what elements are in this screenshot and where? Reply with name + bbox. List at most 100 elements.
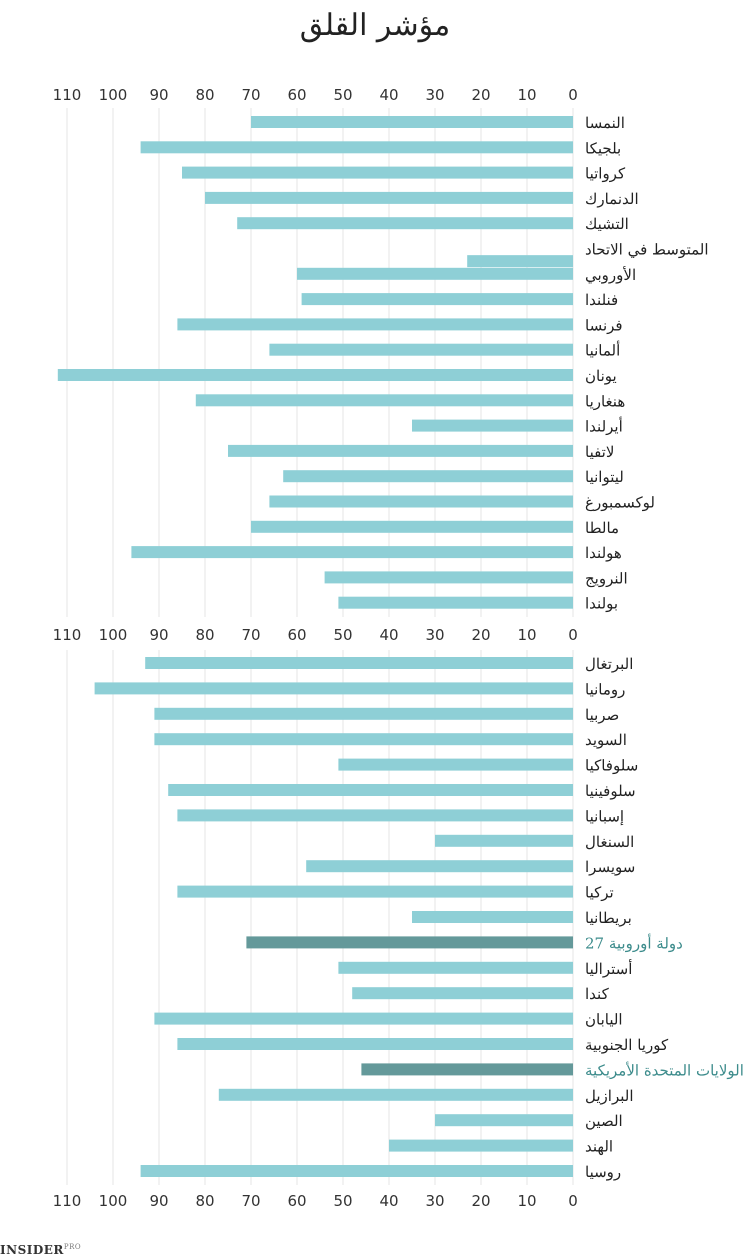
category-label: ليتوانيا bbox=[585, 468, 624, 486]
x-tick-label: 60 bbox=[287, 626, 306, 644]
category-label: السنغال bbox=[585, 833, 634, 851]
bar bbox=[338, 596, 573, 609]
bar bbox=[306, 860, 573, 873]
category-label: إسبانيا bbox=[585, 807, 624, 825]
category-label: سويسرا bbox=[585, 858, 635, 876]
category-label: كرواتيا bbox=[585, 165, 626, 183]
x-tick-label: 50 bbox=[333, 626, 352, 644]
category-label: الهند bbox=[585, 1138, 613, 1156]
category-label: تركيا bbox=[585, 884, 614, 902]
x-tick-label: 90 bbox=[149, 86, 168, 104]
category-label: لوكسمبورغ bbox=[585, 494, 655, 512]
x-tick-label: 100 bbox=[99, 86, 128, 104]
x-tick-label: 30 bbox=[425, 1192, 444, 1210]
bar bbox=[389, 1139, 573, 1152]
x-tick-label: 10 bbox=[517, 626, 536, 644]
bar bbox=[140, 141, 573, 154]
category-label: دولة أوروبية 27 bbox=[585, 933, 683, 952]
x-tick-label: 30 bbox=[425, 626, 444, 644]
category-label: صربيا bbox=[585, 706, 619, 724]
x-tick-label: 100 bbox=[99, 1192, 128, 1210]
category-label: ألمانيا bbox=[585, 341, 620, 360]
x-tick-label: 0 bbox=[568, 86, 578, 104]
category-label: روسيا bbox=[585, 1163, 621, 1181]
category-label: أستراليا bbox=[585, 959, 632, 978]
x-tick-label: 30 bbox=[425, 86, 444, 104]
x-tick-label: 50 bbox=[333, 1192, 352, 1210]
bar bbox=[297, 267, 573, 280]
category-label: اليابان bbox=[585, 1011, 623, 1029]
x-tick-label: 70 bbox=[241, 86, 260, 104]
x-tick-label: 50 bbox=[333, 86, 352, 104]
category-label: النرويج bbox=[585, 569, 628, 587]
x-tick-label: 10 bbox=[517, 1192, 536, 1210]
brand-suffix: PRO bbox=[63, 1243, 82, 1251]
bar bbox=[269, 343, 573, 356]
x-tick-label: 20 bbox=[471, 1192, 490, 1210]
category-label: يونان bbox=[585, 367, 617, 385]
category-label: الأوروبي bbox=[585, 266, 636, 284]
bar bbox=[324, 571, 573, 584]
category-label: بلجيكا bbox=[585, 139, 621, 157]
x-tick-label: 0 bbox=[568, 1192, 578, 1210]
bar bbox=[228, 444, 573, 457]
category-label: الدنمارك bbox=[585, 190, 639, 208]
category-label: بريطانيا bbox=[585, 909, 632, 927]
category-label: الولايات المتحدة الأمريكية bbox=[585, 1061, 744, 1079]
bar bbox=[301, 293, 573, 306]
x-tick-label: 0 bbox=[568, 626, 578, 644]
category-label: مالطا bbox=[585, 519, 619, 537]
bar bbox=[361, 1063, 573, 1076]
category-label: سلوفينيا bbox=[585, 782, 636, 800]
category-label: هنغاريا bbox=[585, 392, 625, 410]
bar bbox=[205, 191, 573, 204]
bar bbox=[145, 657, 573, 669]
category-label: كندا bbox=[585, 985, 610, 1003]
x-tick-label: 70 bbox=[241, 626, 260, 644]
x-tick-label: 100 bbox=[99, 626, 128, 644]
bar bbox=[140, 1165, 573, 1177]
x-tick-label: 110 bbox=[53, 86, 82, 104]
bar bbox=[412, 911, 573, 923]
category-label: السويد bbox=[585, 731, 627, 749]
category-label: التشيك bbox=[585, 215, 629, 233]
category-label: كوريا الجنوبية bbox=[585, 1036, 669, 1054]
bar bbox=[168, 784, 573, 796]
x-tick-label: 60 bbox=[287, 86, 306, 104]
bar bbox=[467, 255, 573, 268]
x-tick-label: 80 bbox=[195, 626, 214, 644]
bar bbox=[57, 369, 574, 381]
bar bbox=[177, 885, 573, 898]
x-tick-label: 110 bbox=[53, 626, 82, 644]
bar bbox=[338, 961, 573, 974]
bar bbox=[177, 1038, 573, 1050]
x-tick-label: 40 bbox=[379, 1192, 398, 1210]
category-label: رومانيا bbox=[585, 680, 625, 698]
bar bbox=[269, 495, 573, 508]
x-tick-label: 40 bbox=[379, 626, 398, 644]
x-tick-label: 90 bbox=[149, 626, 168, 644]
x-tick-label: 10 bbox=[517, 86, 536, 104]
bar bbox=[182, 166, 573, 179]
x-tick-label: 70 bbox=[241, 1192, 260, 1210]
brand-logo: INSIDERPRO bbox=[0, 1243, 81, 1257]
x-tick-label: 90 bbox=[149, 1192, 168, 1210]
category-label: أيرلندا bbox=[585, 417, 623, 436]
category-label: المتوسط في الاتحاد bbox=[585, 241, 709, 259]
bar bbox=[94, 682, 573, 695]
category-label: هولندا bbox=[585, 544, 622, 562]
x-tick-label: 20 bbox=[471, 86, 490, 104]
bar bbox=[352, 987, 573, 1000]
bar bbox=[195, 394, 574, 407]
bar bbox=[412, 419, 573, 432]
brand-name: INSIDER bbox=[0, 1243, 64, 1257]
x-tick-label: 40 bbox=[379, 86, 398, 104]
category-label: فرنسا bbox=[585, 316, 623, 334]
x-tick-label: 60 bbox=[287, 1192, 306, 1210]
bar bbox=[338, 758, 573, 771]
category-label: البرازيل bbox=[585, 1087, 634, 1105]
bar bbox=[154, 1012, 573, 1025]
bar bbox=[177, 809, 573, 822]
bar bbox=[246, 936, 573, 949]
